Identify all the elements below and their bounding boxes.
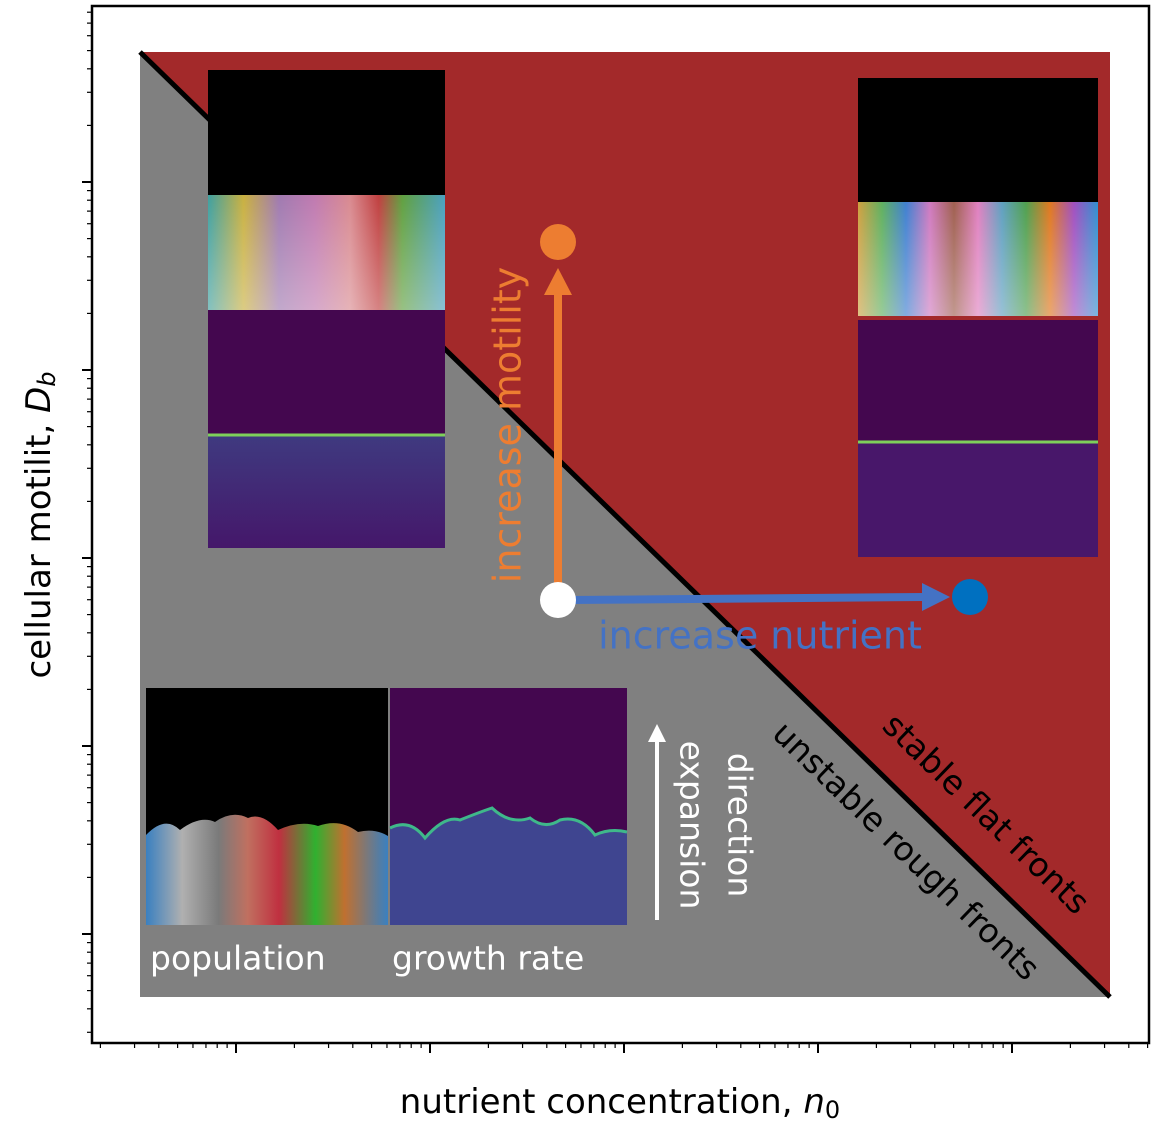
y-label-subscript: b (33, 371, 61, 386)
expansion-label-line: expansion (673, 741, 712, 910)
y-label-text: cellular motilit, (19, 413, 59, 679)
nutrient-point (952, 579, 988, 615)
inset-population (146, 688, 388, 925)
inset-low-nutrient-high-motility (208, 70, 445, 548)
nutrient-label: increase nutrient (598, 614, 922, 658)
inset-label: population (150, 939, 326, 978)
x-axis-label: nutrient concentration, n0 (400, 1082, 840, 1123)
x-label-subscript: 0 (825, 1096, 840, 1123)
expansion-label-line: direction (721, 753, 760, 898)
x-label-text: nutrient concentration, (400, 1082, 804, 1122)
motility-label: increase motility (486, 267, 530, 583)
motility-point (540, 224, 576, 260)
x-label-symbol: n (803, 1082, 825, 1122)
start-point (540, 582, 576, 618)
inset-growth-rate (390, 688, 627, 925)
y-axis-label: cellular motilit, Db (19, 371, 62, 678)
figure: population growth rate expansion directi… (0, 0, 1158, 1123)
nutrient-arrow (570, 597, 925, 600)
y-label-symbol: D (19, 387, 59, 413)
inset-label: growth rate (392, 939, 584, 978)
page: {"diagram": { "x_label": {"text": "nutri… (0, 0, 1158, 1123)
